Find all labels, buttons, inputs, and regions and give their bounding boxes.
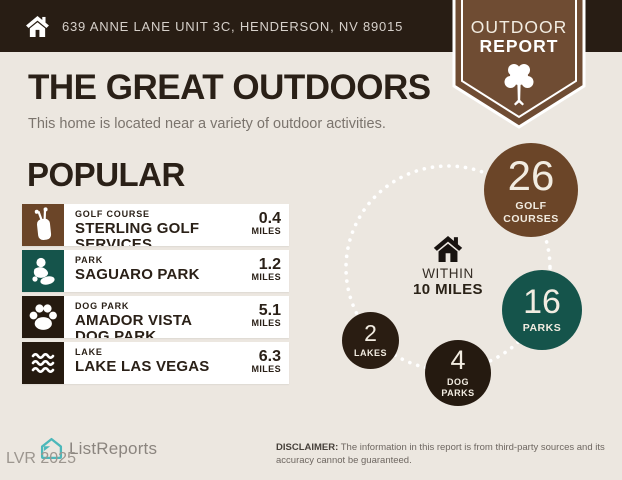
outdoor-report-badge: OUTDOOR REPORT <box>452 0 586 132</box>
item-distance: 0.4 <box>258 210 281 227</box>
badge-line1: OUTDOOR <box>471 17 567 37</box>
waves-icon <box>22 342 64 384</box>
miles-label: 10 MILES <box>413 281 483 298</box>
park-person-icon <box>22 250 64 292</box>
house-icon <box>26 15 49 37</box>
popular-heading: POPULAR <box>27 156 185 193</box>
bubble-golf-courses: 26 GOLF COURSES <box>484 143 578 237</box>
golf-bag-icon <box>22 204 64 246</box>
list-item-dog-park: DOG PARK AMADOR VISTA DOG PARK 5.1 MILES <box>22 296 289 338</box>
item-category: LAKE <box>75 347 103 357</box>
bubble-value: 26 <box>507 151 555 199</box>
list-item-lake: LAKE LAKE LAS VEGAS 6.3 MILES <box>22 342 289 384</box>
within-label: WITHIN <box>422 266 474 281</box>
bubble-parks: 16 PARKS <box>502 270 582 350</box>
radius-center-label: WITHIN 10 MILES <box>400 236 496 298</box>
item-distance: 1.2 <box>258 256 281 273</box>
list-item-park: PARK SAGUARO PARK 1.2 MILES <box>22 250 289 292</box>
home-marker-icon <box>433 236 463 262</box>
bubble-value: 2 <box>364 320 377 347</box>
bubble-label: LAKES <box>353 348 387 359</box>
bubble-value: 16 <box>523 283 561 322</box>
pennant-shape: OUTDOOR REPORT <box>452 0 586 129</box>
item-distance-unit: MILES <box>251 364 281 374</box>
tree-icon <box>504 64 534 106</box>
item-category: DOG PARK <box>75 301 130 311</box>
item-name: SAGUARO PARK <box>75 266 200 283</box>
brand-name: ListReports <box>69 438 158 458</box>
listreports-brand: ListReports <box>40 437 157 460</box>
paw-icon <box>22 296 64 338</box>
item-distance: 5.1 <box>258 302 281 319</box>
item-distance: 6.3 <box>258 348 281 365</box>
watermark-text: LVR 2025 <box>6 450 76 467</box>
item-name: LAKE LAS VEGAS <box>75 358 210 375</box>
list-item-golf-course: GOLF COURSE STERLING GOLF SERVICES 0.4 M… <box>22 204 289 246</box>
bubble-label: PARKS <box>522 322 562 335</box>
bubble-label: GOLF COURSES <box>503 199 559 225</box>
page-title: THE GREAT OUTDOORS <box>28 68 431 107</box>
item-category: GOLF COURSE <box>75 209 150 219</box>
popular-list: GOLF COURSE STERLING GOLF SERVICES 0.4 M… <box>22 204 289 384</box>
disclaimer-text: DISCLAIMER: The information in this repo… <box>276 442 608 468</box>
page-subtitle: This home is located near a variety of o… <box>28 116 386 132</box>
listreports-logo-icon <box>40 437 63 460</box>
item-name: STERLING GOLF SERVICES <box>75 220 200 247</box>
bubble-label: DOG PARKS <box>441 377 475 398</box>
property-address: 639 ANNE LANE UNIT 3C, HENDERSON, NV 890… <box>62 18 404 34</box>
disclaimer-label: DISCLAIMER: <box>276 442 339 453</box>
item-distance-unit: MILES <box>251 226 281 236</box>
bubble-value: 4 <box>450 345 466 376</box>
bubble-lakes: 2 LAKES <box>342 312 399 369</box>
badge-line2: REPORT <box>480 36 559 56</box>
item-distance-unit: MILES <box>251 318 281 328</box>
item-category: PARK <box>75 255 104 265</box>
disclaimer-body: The information in this report is from t… <box>276 442 605 466</box>
item-name: AMADOR VISTA DOG PARK <box>75 312 192 339</box>
bubble-dog-parks: 4 DOG PARKS <box>425 340 491 406</box>
item-distance-unit: MILES <box>251 272 281 282</box>
